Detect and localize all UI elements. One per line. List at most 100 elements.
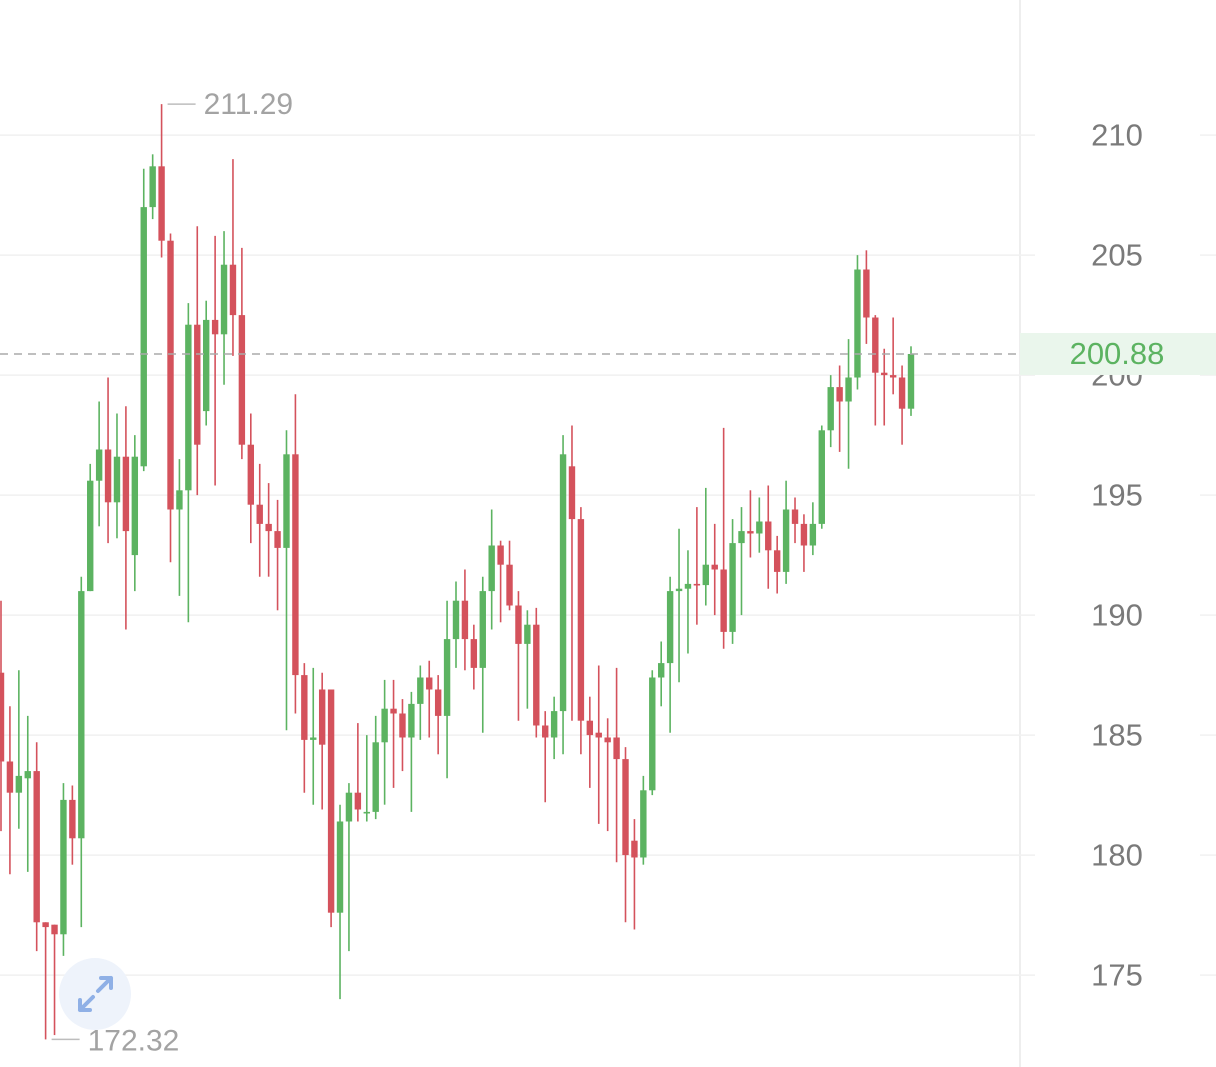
candle-body (274, 531, 281, 548)
candle-body (390, 708, 397, 714)
candle-body (363, 811, 370, 814)
candle-body (765, 521, 772, 551)
candle-body (60, 799, 67, 935)
expand-button[interactable] (59, 958, 131, 1030)
candle-body (318, 689, 326, 745)
candle-body (122, 456, 130, 532)
candle-body (167, 240, 174, 510)
candle-body (907, 353, 915, 409)
candle-body (515, 605, 522, 644)
candle-body (702, 564, 710, 586)
candle-body (426, 677, 433, 690)
candle-body (131, 456, 139, 556)
y-tick-label: 180 (1091, 837, 1143, 872)
candle-body (69, 799, 76, 839)
candle-body (247, 444, 255, 505)
last-price-bg (1020, 332, 1216, 375)
candle-body (211, 319, 219, 335)
candle-body (550, 711, 558, 738)
candle-body (881, 372, 888, 376)
candle-body (149, 166, 156, 208)
candles (0, 104, 915, 1040)
candle-body (497, 545, 504, 565)
candle-body (33, 771, 40, 923)
candle-body (220, 264, 228, 335)
candle-body (283, 454, 290, 548)
y-tick-label: 195 (1091, 477, 1143, 512)
candle-body (872, 317, 879, 373)
candle-body (595, 732, 602, 738)
candle-body (372, 742, 379, 812)
y-tick-label: 190 (1091, 597, 1143, 632)
y-tick-label: 185 (1091, 717, 1143, 752)
y-tick-label: 175 (1091, 957, 1143, 992)
candle-body (818, 430, 825, 524)
candle-body (586, 720, 594, 736)
candle-body (738, 531, 745, 544)
candle-body (256, 504, 263, 524)
candle-body (854, 269, 861, 378)
candle-body (604, 737, 611, 743)
candle-body (675, 588, 683, 592)
candle-body (301, 675, 308, 740)
candle-body (711, 564, 718, 570)
candle-body (194, 324, 201, 445)
candle-body (506, 564, 513, 606)
candle-body (229, 264, 237, 316)
candle-body (747, 531, 754, 534)
candle-body (158, 166, 165, 241)
candle-body (542, 725, 549, 738)
candle-body (336, 821, 344, 913)
candle-body (809, 523, 817, 546)
candle-body (408, 703, 415, 738)
candle-body (0, 672, 5, 762)
candle-body (559, 454, 567, 712)
candle-body (729, 543, 736, 632)
candle-body (756, 521, 763, 534)
candle-body (773, 550, 781, 572)
candle-body (292, 454, 299, 676)
candle-body (800, 523, 808, 546)
last-price-label: 200.88 (1070, 336, 1165, 371)
candle-body (185, 324, 192, 491)
overlay: 211.29 172.32 200.88 (0, 88, 1216, 1057)
candle-body (140, 207, 147, 467)
candle-body (104, 449, 112, 503)
candle-body (434, 689, 442, 716)
candle-body (863, 269, 870, 318)
candle-body (327, 689, 335, 913)
candle-body (399, 713, 406, 738)
candle-body (479, 591, 486, 668)
candle-body (87, 480, 94, 592)
candle-body (42, 922, 49, 928)
candle-body (577, 519, 585, 721)
candle-body (693, 583, 701, 586)
candle-body (684, 583, 692, 589)
candle-body (15, 775, 23, 793)
candle-body (622, 759, 629, 856)
candle-body (666, 591, 674, 664)
candle-body (176, 490, 183, 510)
candle-body (640, 790, 647, 858)
candle-body (381, 708, 388, 743)
max-label: 211.29 (204, 88, 294, 121)
candle-body (238, 315, 246, 445)
candle-body (631, 840, 638, 858)
candle-body (310, 737, 317, 740)
candle-body (113, 456, 121, 503)
candle-body (791, 509, 799, 524)
candle-body (845, 377, 852, 402)
candle-body (265, 523, 272, 532)
candle-body (470, 639, 478, 668)
candle-body (202, 319, 210, 412)
candle-body (24, 771, 31, 779)
candle-body (836, 387, 843, 402)
candle-body (417, 677, 424, 704)
candle-body (649, 677, 656, 791)
candle-body (533, 624, 540, 726)
candle-body (6, 761, 14, 793)
expand-button-bg[interactable] (59, 958, 131, 1030)
expand-icon[interactable] (78, 976, 113, 1012)
candle-body (51, 924, 58, 935)
